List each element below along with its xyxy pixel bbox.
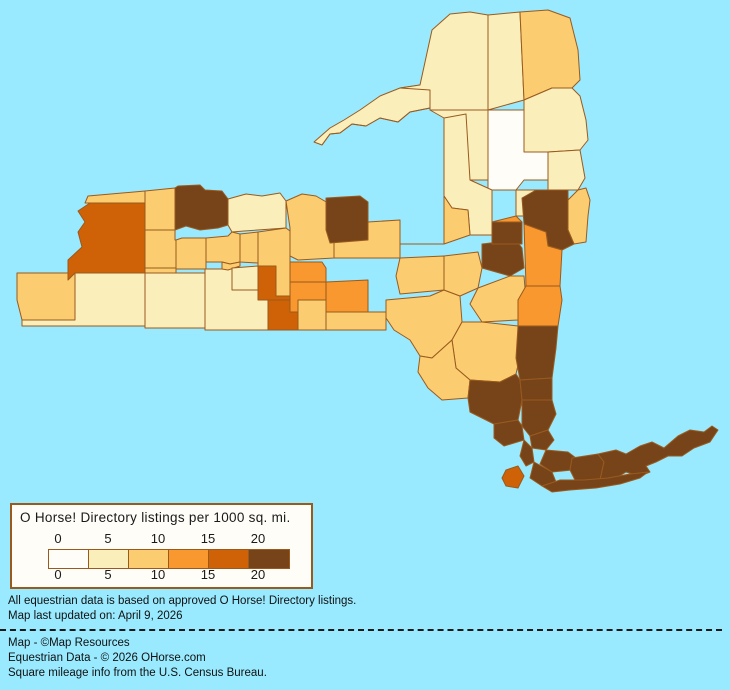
county-allegany[interactable] xyxy=(144,272,206,329)
county-erie[interactable] xyxy=(67,202,146,281)
new-york-map-svg[interactable] xyxy=(0,0,730,500)
county-cayuga[interactable] xyxy=(257,227,291,297)
county-broome[interactable] xyxy=(325,311,387,331)
legend-color-ramp xyxy=(48,549,290,569)
legend-tick-bottom-0: 0 xyxy=(54,567,62,582)
county-schuyler[interactable] xyxy=(231,265,259,291)
county-jefferson[interactable] xyxy=(313,84,431,146)
county-chenango[interactable] xyxy=(325,279,369,313)
county-columbia[interactable] xyxy=(517,285,563,327)
legend-swatch-3 xyxy=(169,550,209,568)
county-rockland[interactable] xyxy=(493,419,525,447)
legend-tick-top-3: 15 xyxy=(200,531,216,546)
county-madison[interactable] xyxy=(325,195,369,244)
footer-census-credit: Square mileage info from the U.S. Census… xyxy=(8,667,267,679)
county-wyoming[interactable] xyxy=(144,267,177,274)
county-orange[interactable] xyxy=(467,373,523,425)
county-putnam[interactable] xyxy=(519,377,553,401)
legend-swatch-5 xyxy=(249,550,289,568)
county-onondaga[interactable] xyxy=(289,261,327,283)
legend-swatch-2 xyxy=(129,550,169,568)
county-genesee[interactable] xyxy=(144,229,177,269)
county-orleans[interactable] xyxy=(144,187,176,231)
footer-data-source-note: All equestrian data is based on approved… xyxy=(8,595,357,607)
county-albany[interactable] xyxy=(481,239,525,277)
legend-tick-row-top: 0 5 10 15 20 xyxy=(38,531,292,547)
legend-tick-top-2: 10 xyxy=(150,531,166,546)
county-monroe[interactable] xyxy=(174,184,229,231)
footer-notes: All equestrian data is based on approved… xyxy=(0,594,722,681)
legend-swatch-4 xyxy=(209,550,249,568)
footer-divider xyxy=(0,629,722,631)
legend-tick-row-bottom: 0 5 10 15 20 xyxy=(38,567,292,583)
legend-tick-top-1: 5 xyxy=(104,531,112,546)
legend-tick-bottom-4: 20 xyxy=(250,567,266,582)
map-legend: O Horse! Directory listings per 1000 sq.… xyxy=(10,503,313,589)
county-tioga[interactable] xyxy=(297,299,327,331)
county-livingston[interactable] xyxy=(175,237,207,270)
long-island-south-shore[interactable] xyxy=(541,471,649,493)
county-westchester[interactable] xyxy=(521,399,557,437)
county-washington[interactable] xyxy=(567,187,591,245)
county-ontario[interactable] xyxy=(205,231,241,265)
county-warren[interactable] xyxy=(547,149,586,191)
county-dutchess[interactable] xyxy=(515,325,559,381)
footer-map-credit: Map - ©Map Resources xyxy=(8,637,130,649)
county-seneca[interactable] xyxy=(239,231,259,264)
legend-tick-bottom-1: 5 xyxy=(104,567,112,582)
legend-swatch-1 xyxy=(89,550,129,568)
map-canvas[interactable] xyxy=(0,0,730,500)
county-bronx[interactable] xyxy=(529,429,555,451)
county-suffolk[interactable] xyxy=(597,425,719,481)
county-clinton[interactable] xyxy=(519,9,581,101)
legend-tick-bottom-2: 10 xyxy=(150,567,166,582)
county-nassau[interactable] xyxy=(569,453,605,483)
county-otsego[interactable] xyxy=(395,255,445,295)
county-franklin[interactable] xyxy=(487,11,525,111)
footer-last-updated: Map last updated on: April 9, 2026 xyxy=(8,610,183,622)
legend-title: O Horse! Directory listings per 1000 sq.… xyxy=(20,510,291,525)
legend-swatch-0 xyxy=(49,550,89,568)
county-schenectady[interactable] xyxy=(491,221,523,245)
county-st-lawrence[interactable] xyxy=(399,11,489,111)
county-niagara[interactable] xyxy=(84,190,146,204)
county-oneida[interactable] xyxy=(333,195,471,259)
legend-tick-top-0: 0 xyxy=(54,531,62,546)
county-schoharie[interactable] xyxy=(443,251,483,297)
footer-equestrian-data-credit: Equestrian Data - © 2026 OHorse.com xyxy=(8,652,206,664)
county-wayne[interactable] xyxy=(227,192,287,233)
county-richmond[interactable] xyxy=(501,465,525,489)
lake-ontario-shore-detail xyxy=(321,107,431,146)
legend-tick-top-4: 20 xyxy=(250,531,266,546)
county-yates[interactable] xyxy=(221,261,241,271)
county-new-york[interactable] xyxy=(519,439,535,467)
legend-tick-bottom-3: 15 xyxy=(200,567,216,582)
county-essex[interactable] xyxy=(523,87,589,153)
county-chautauqua[interactable] xyxy=(16,272,76,321)
